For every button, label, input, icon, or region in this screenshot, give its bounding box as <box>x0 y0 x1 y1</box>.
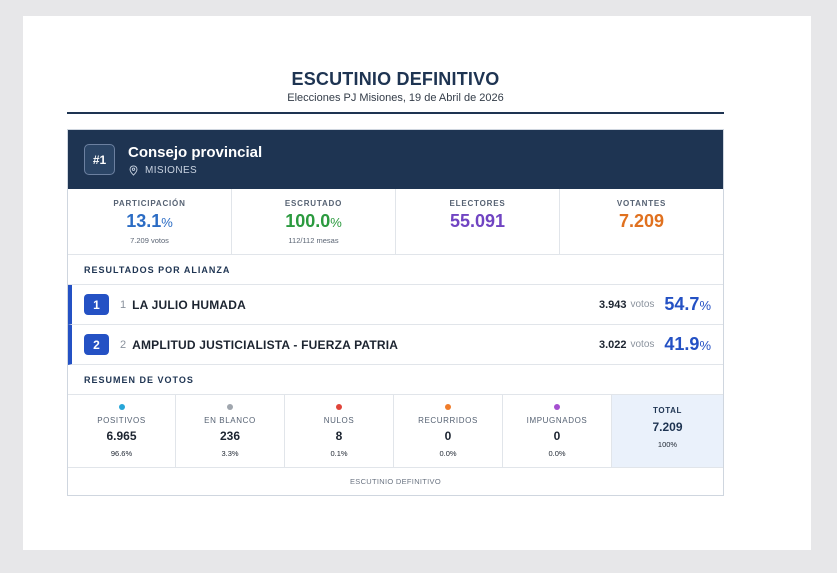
report-header: ESCUTINIO DEFINITIVO Elecciones PJ Misio… <box>67 68 724 114</box>
card-number-badge: #1 <box>84 144 115 175</box>
alliance-percentage: 54.7% <box>664 294 711 314</box>
votes-unit: votos <box>630 339 655 350</box>
stat-value: 7.209 <box>618 211 665 231</box>
status-dot-icon <box>227 404 233 410</box>
status-dot-icon <box>445 404 451 410</box>
card-location: MISIONES <box>128 165 262 176</box>
summary-positivos: POSITIVOS 6.965 96.6% <box>68 395 176 467</box>
result-row[interactable]: 2 2 AMPLITUD JUSTICIALISTA - FUERZA PATR… <box>68 325 723 365</box>
card-title: Consejo provincial <box>128 143 263 161</box>
result-row[interactable]: 1 1 LA JULIO HUMADA 3.943 votos 54.7% <box>68 285 723 325</box>
stat-label: ESCRUTADO <box>284 199 343 208</box>
results-section-title: RESULTADOS POR ALIANZA <box>68 255 723 285</box>
rank-badge: 1 <box>84 294 109 315</box>
report-title: ESCUTINIO DEFINITIVO <box>291 69 500 89</box>
status-dot-icon <box>118 404 125 410</box>
votes-unit: votos <box>630 299 655 310</box>
ballot-number: 2 <box>120 338 127 351</box>
stats-bar: PARTICIPACIÓN 13.1% 7.209 votos ESCRUTAD… <box>68 189 723 255</box>
summary-nulos: NULOS 8 0.1% <box>285 395 394 467</box>
map-pin-icon <box>129 164 138 176</box>
alliance-votes: 3.943 <box>598 298 627 311</box>
status-dot-icon <box>554 404 560 410</box>
results-card: #1 Consejo provincial MISIONES PARTICIPA… <box>67 129 724 496</box>
card-footer: ESCUTINIO DEFINITIVO <box>349 477 441 486</box>
stat-value: 13.1% <box>126 211 173 231</box>
summary-recurridos: RECURRIDOS 0 0.0% <box>394 395 503 467</box>
summary-en-blanco: EN BLANCO 236 3.3% <box>176 395 285 467</box>
summary-impugnados: IMPUGNADOS 0 0.0% <box>503 395 612 467</box>
rank-badge: 2 <box>84 334 109 355</box>
stat-sub: 7.209 votos <box>130 236 169 245</box>
alliance-name: AMPLITUD JUSTICIALISTA - FUERZA PATRIA <box>132 337 399 352</box>
stat-label: VOTANTES <box>616 199 667 208</box>
stat-value: 55.091 <box>449 211 506 231</box>
alliance-percentage: 41.9% <box>664 334 711 354</box>
vote-summary: POSITIVOS 6.965 96.6% EN BLANCO 236 3.3%… <box>68 395 723 468</box>
stat-label: ELECTORES <box>449 199 506 208</box>
stat-value: 100.0% <box>285 211 342 231</box>
alliance-votes: 3.022 <box>598 338 627 351</box>
stat-votantes: VOTANTES 7.209 <box>560 189 723 254</box>
alliance-name: LA JULIO HUMADA <box>132 297 247 312</box>
stat-label: PARTICIPACIÓN <box>113 199 186 208</box>
card-header: #1 Consejo provincial MISIONES <box>68 130 723 189</box>
card-location-label: MISIONES <box>145 164 198 176</box>
stat-participacion: PARTICIPACIÓN 13.1% 7.209 votos <box>68 189 232 254</box>
summary-section-title: RESUMEN DE VOTOS <box>68 365 723 395</box>
status-dot-icon <box>336 404 342 410</box>
stat-escrutado: ESCRUTADO 100.0% 112/112 mesas <box>232 189 396 254</box>
ballot-number: 1 <box>120 298 127 311</box>
summary-total: TOTAL 7.209 100% <box>612 395 723 467</box>
stat-sub: 112/112 mesas <box>288 236 339 245</box>
stat-electores: ELECTORES 55.091 <box>396 189 560 254</box>
report-subtitle: Elecciones PJ Misiones, 19 de Abril de 2… <box>287 92 504 104</box>
